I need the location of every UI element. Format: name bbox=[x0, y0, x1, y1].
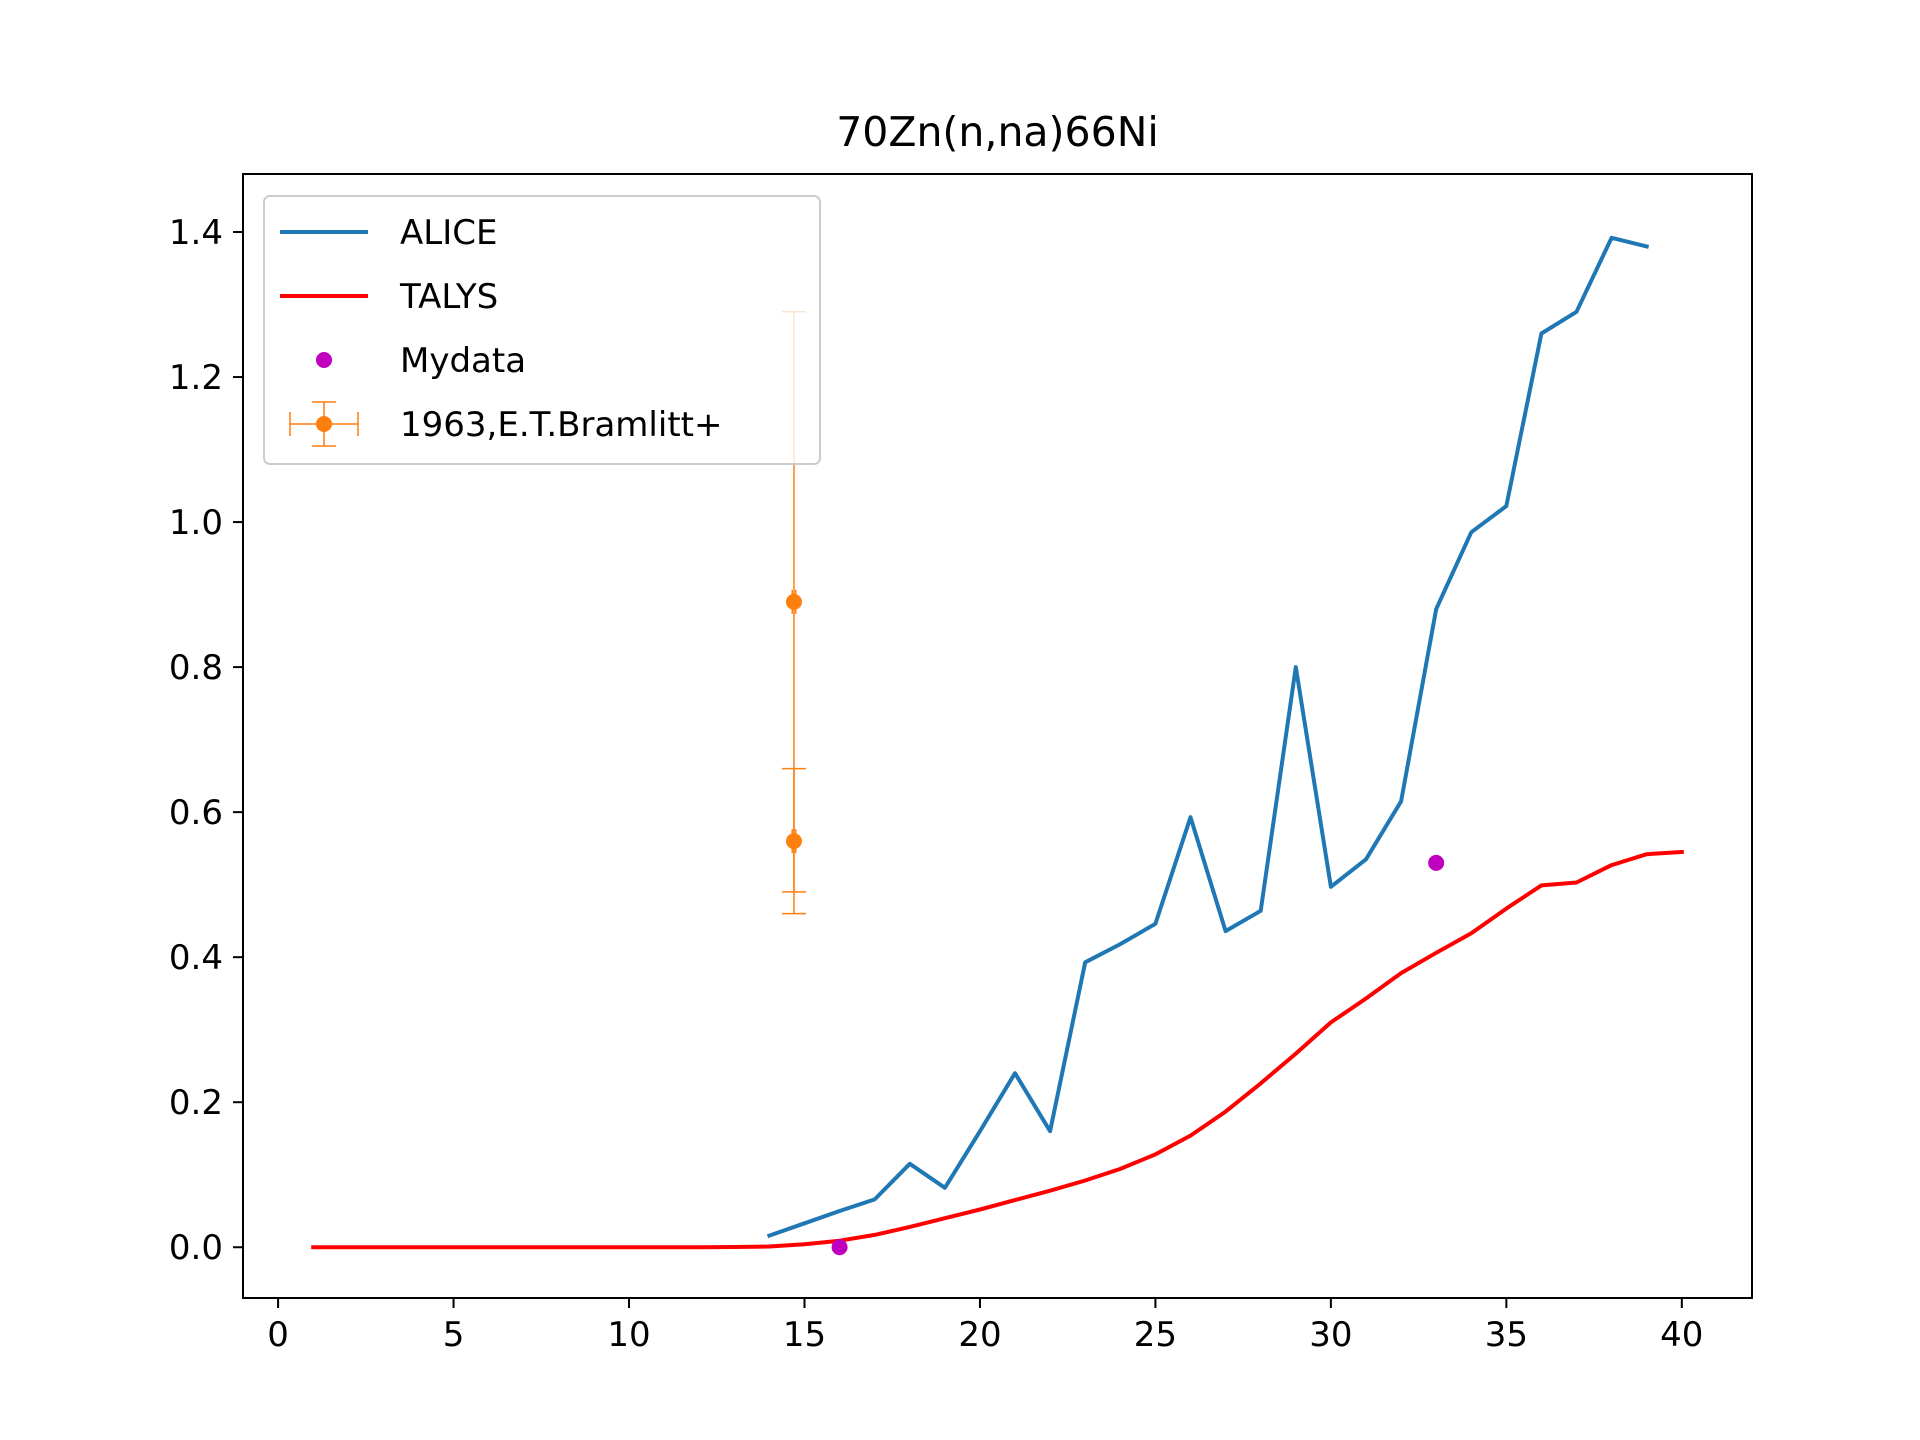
series-line-alice bbox=[766, 235, 1650, 1239]
y-tick-label: 0.0 bbox=[169, 1228, 223, 1268]
chart-title: 70Zn(n,na)66Ni bbox=[836, 108, 1159, 156]
data-point-1963-e-t-bramlitt bbox=[785, 833, 802, 850]
x-tick-label: 10 bbox=[607, 1315, 650, 1355]
legend-label-talys: TALYS bbox=[399, 277, 498, 317]
x-tick-label: 5 bbox=[443, 1315, 465, 1355]
legend-label-alice: ALICE bbox=[400, 213, 497, 253]
legend: ALICE TALYS Mydata 1963,E.T.Bramlitt+ bbox=[263, 195, 821, 465]
x-tick-label: 30 bbox=[1309, 1315, 1352, 1355]
legend-label-mydata: Mydata bbox=[400, 341, 526, 381]
legend-handle-mydata bbox=[316, 352, 332, 368]
data-point-mydata bbox=[831, 1239, 848, 1256]
x-tick-label: 0 bbox=[267, 1315, 289, 1355]
y-tick-label: 0.4 bbox=[169, 938, 223, 978]
x-tick-label: 15 bbox=[783, 1315, 826, 1355]
x-tick-label: 25 bbox=[1134, 1315, 1177, 1355]
x-tick-label: 40 bbox=[1660, 1315, 1703, 1355]
data-point-mydata bbox=[1428, 854, 1445, 871]
axes: 0 5 10 15 20 25 30 35 40 0.0 0.2 0.4 0.6 0.8 1.0 1.2 1.4 bbox=[169, 173, 1753, 1355]
data-point-1963-e-t-bramlitt bbox=[785, 593, 802, 610]
plot-area bbox=[311, 235, 1684, 1256]
y-tick-label: 1.4 bbox=[169, 213, 223, 253]
y-tick-label: 1.0 bbox=[169, 503, 223, 543]
y-tick-label: 0.8 bbox=[169, 648, 223, 688]
x-tick-label: 35 bbox=[1485, 1315, 1528, 1355]
series-line-talys bbox=[311, 849, 1684, 1250]
legend-box bbox=[263, 195, 821, 465]
legend-label-1963-e-t-bramlitt: 1963,E.T.Bramlitt+ bbox=[400, 405, 722, 445]
legend-handle-marker-1963-e-t-bramlitt bbox=[316, 416, 332, 432]
y-tick-label: 1.2 bbox=[169, 358, 223, 398]
axes-frame bbox=[242, 173, 1753, 1299]
y-tick-label: 0.6 bbox=[169, 793, 223, 833]
series-group bbox=[311, 235, 1684, 1256]
y-tick-label: 0.2 bbox=[169, 1083, 223, 1123]
x-tick-label: 20 bbox=[958, 1315, 1001, 1355]
